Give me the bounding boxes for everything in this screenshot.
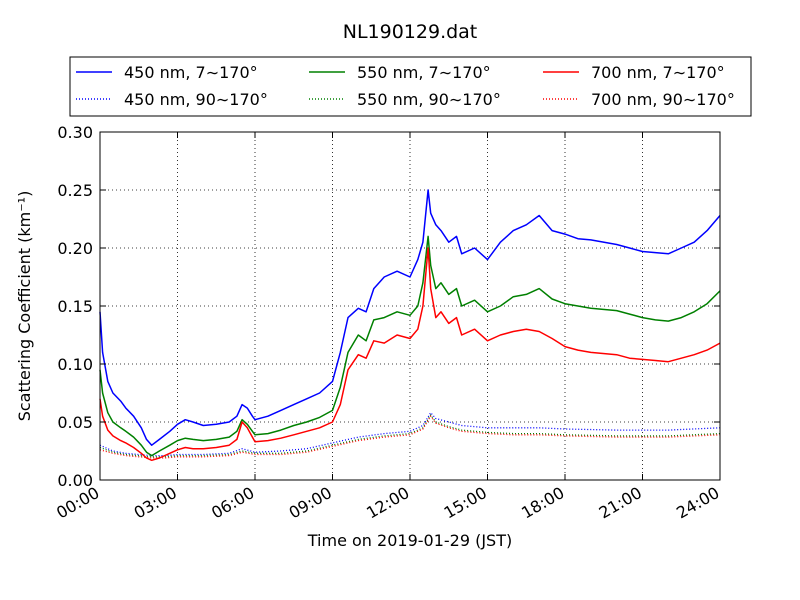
y-tick-label: 0.10 [57,355,93,374]
legend-label-0: 450 nm, 7∼170° [124,63,258,82]
chart-title: NL190129.dat [343,21,478,43]
x-tick-label: 09:00 [286,483,335,523]
y-tick-label: 0.00 [57,471,93,490]
series-line-3 [99,414,721,458]
x-tick-label: 21:00 [596,483,645,523]
series-line-4 [99,247,721,462]
x-tick-label: 18:00 [518,483,567,523]
legend-box [69,56,752,117]
x-axis-label: Time on 2019-01-29 (JST) [307,531,512,550]
legend-label-3: 550 nm, 90∼170° [357,90,501,109]
x-tick-label: 03:00 [131,483,180,523]
x-tick-label: 15:00 [441,483,490,523]
series-line-1 [99,412,721,457]
y-tick-label: 0.05 [57,413,93,432]
series-line-5 [99,415,721,459]
y-tick-label: 0.15 [57,297,93,316]
y-tick-label: 0.25 [57,181,93,200]
legend-label-4: 700 nm, 7∼170° [591,63,725,82]
series-line-0 [99,189,721,446]
y-tick-label: 0.20 [57,239,93,258]
x-tick-label: 24:00 [673,483,722,523]
grid [100,132,720,480]
series-lines [99,189,721,462]
series-line-2 [99,235,721,457]
legend-label-2: 550 nm, 7∼170° [357,63,491,82]
x-tick-label: 06:00 [208,483,257,523]
x-tick-label: 12:00 [363,483,412,523]
y-axis-label: Scattering Coefficient (km⁻¹) [15,191,34,422]
legend: 450 nm, 7∼170° 450 nm, 90∼170° 550 nm, 7∼1… [76,63,735,109]
legend-label-5: 700 nm, 90∼170° [591,90,735,109]
legend-label-1: 450 nm, 90∼170° [124,90,268,109]
y-tick-label: 0.30 [57,123,93,142]
